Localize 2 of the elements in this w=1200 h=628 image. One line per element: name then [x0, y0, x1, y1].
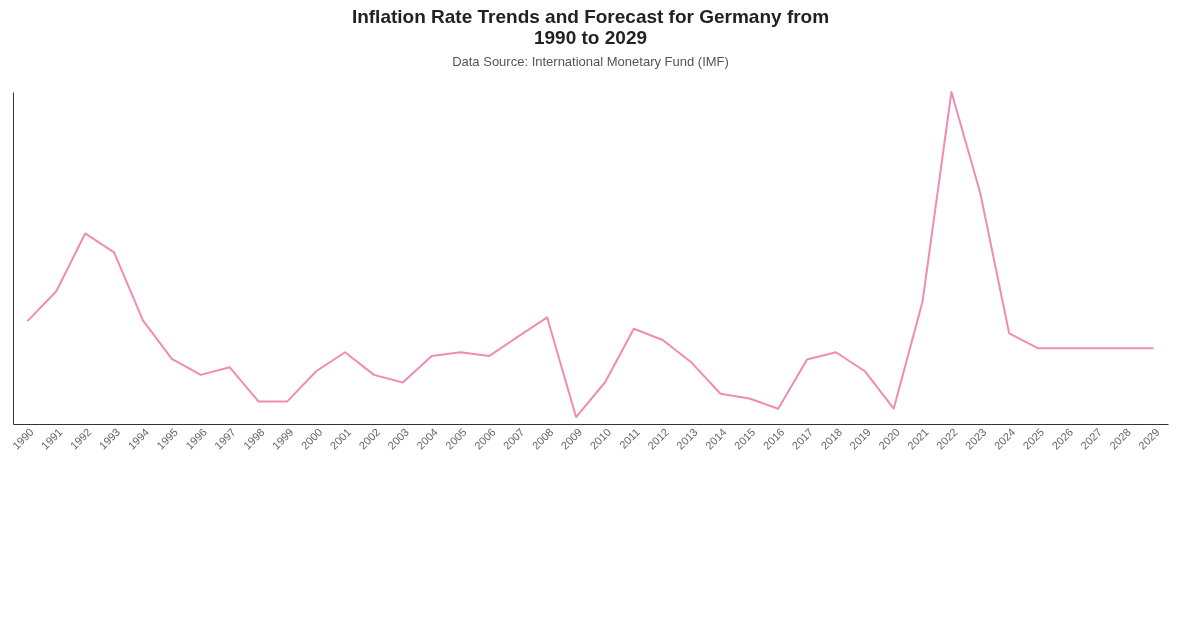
- chart-subtitle: Data Source: International Monetary Fund (IMF): [452, 54, 729, 69]
- chart-title: Inflation Rate Trends and Forecast for Germany from 1990 to 2029: [351, 6, 830, 48]
